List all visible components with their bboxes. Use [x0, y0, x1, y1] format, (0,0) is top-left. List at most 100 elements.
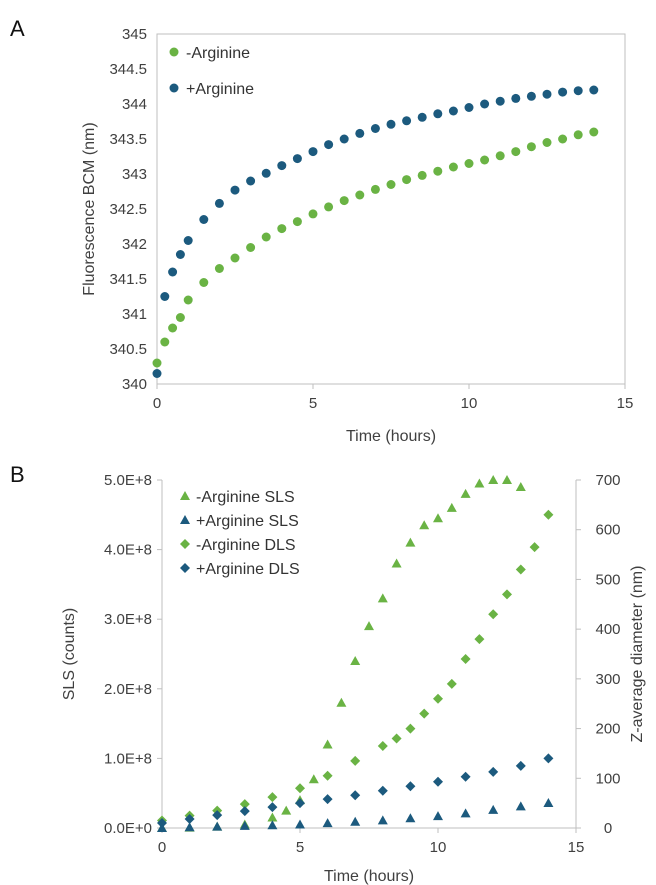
- data-point: [405, 537, 416, 547]
- data-point: [433, 166, 443, 176]
- x-tick-label: 0: [153, 395, 161, 412]
- data-point: [515, 481, 526, 491]
- y-axis-title-left: SLS (counts): [61, 608, 78, 700]
- data-point: [267, 812, 278, 822]
- data-point: [558, 87, 568, 97]
- data-point: [277, 224, 287, 234]
- data-point: [308, 209, 318, 219]
- data-point: [402, 175, 412, 185]
- legend-marker: [169, 47, 179, 57]
- y-tick-label: 342: [122, 236, 147, 253]
- data-point: [433, 776, 443, 787]
- data-point: [464, 103, 474, 112]
- data-point: [168, 323, 178, 333]
- data-point: [230, 185, 240, 195]
- data-point: [460, 488, 471, 498]
- data-point: [515, 760, 526, 771]
- data-point: [267, 820, 278, 830]
- y2-tick-label: 700: [595, 472, 620, 489]
- data-point: [261, 232, 271, 242]
- data-point: [183, 295, 193, 305]
- data-point: [295, 783, 305, 794]
- y2-tick-label: 100: [595, 770, 620, 787]
- data-point: [157, 818, 167, 829]
- data-point: [336, 697, 347, 707]
- panel-label-a: A: [10, 16, 25, 41]
- data-point: [474, 634, 485, 645]
- x-tick-label: 0: [158, 839, 166, 856]
- data-point: [529, 542, 540, 553]
- data-point: [246, 176, 256, 186]
- y2-tick-label: 600: [595, 522, 620, 539]
- y-tick-label: 343: [122, 166, 147, 183]
- data-point: [152, 369, 162, 378]
- legend-label: -Arginine: [186, 45, 250, 62]
- data-point: [377, 593, 388, 603]
- y-tick-label: 5.0E+8: [104, 472, 152, 489]
- x-tick-label: 15: [568, 839, 585, 856]
- data-point: [417, 170, 427, 180]
- data-point: [417, 112, 427, 122]
- data-point: [355, 190, 365, 200]
- y2-tick-label: 0: [604, 820, 612, 837]
- data-point: [448, 162, 458, 172]
- data-point: [446, 678, 457, 689]
- y-tick-label: 344.5: [109, 61, 147, 78]
- data-point: [322, 794, 333, 805]
- y-tick-label: 340: [122, 376, 147, 393]
- data-point: [460, 808, 471, 818]
- data-point: [199, 278, 209, 287]
- data-point: [350, 790, 361, 801]
- data-point: [405, 723, 416, 734]
- panel-label-b: B: [10, 462, 25, 487]
- data-point: [377, 815, 388, 825]
- y-tick-label: 342.5: [109, 201, 147, 218]
- data-point: [239, 820, 250, 830]
- data-point: [386, 119, 396, 129]
- data-point: [183, 236, 193, 245]
- legend-marker: [180, 563, 190, 573]
- data-point: [322, 818, 333, 828]
- y-tick-label: 0.0E+0: [104, 820, 152, 837]
- data-point: [433, 109, 443, 119]
- data-point: [350, 755, 361, 766]
- data-point: [460, 771, 471, 782]
- legend-label: -Arginine DLS: [196, 537, 296, 554]
- series-arginine-dls: [157, 753, 554, 829]
- data-point: [433, 693, 443, 704]
- x-tick-label: 10: [461, 395, 478, 412]
- data-point: [214, 264, 224, 273]
- legend-marker: [180, 539, 190, 549]
- y-tick-label: 2.0E+8: [104, 681, 152, 698]
- y-tick-label: 345: [122, 26, 147, 43]
- data-point: [339, 134, 349, 144]
- legend-label: +Arginine: [186, 81, 254, 98]
- data-point: [488, 609, 499, 620]
- data-point: [419, 520, 430, 530]
- data-point: [267, 802, 278, 813]
- y-tick-label: 341: [122, 306, 147, 323]
- series-minus-arginine-a: [152, 127, 599, 368]
- data-point: [488, 475, 499, 484]
- y-axis-title-right: Z-average diameter (nm): [629, 566, 646, 743]
- data-point: [502, 475, 512, 484]
- legend-marker: [169, 83, 179, 93]
- data-point: [267, 792, 278, 803]
- data-point: [402, 116, 412, 126]
- data-point: [464, 159, 474, 168]
- plot-area-a: [156, 33, 626, 385]
- x-tick-label: 15: [617, 395, 634, 412]
- data-point: [391, 558, 402, 568]
- data-point: [460, 653, 471, 664]
- data-point: [474, 478, 485, 488]
- data-point: [419, 708, 430, 719]
- data-point: [391, 733, 402, 744]
- data-point: [277, 161, 287, 171]
- y-tick-label: 3.0E+8: [104, 611, 152, 628]
- data-point: [370, 124, 380, 133]
- data-point: [488, 804, 499, 814]
- data-point: [292, 217, 302, 227]
- data-point: [212, 810, 223, 821]
- data-point: [502, 589, 512, 600]
- x-tick-label: 10: [430, 839, 447, 856]
